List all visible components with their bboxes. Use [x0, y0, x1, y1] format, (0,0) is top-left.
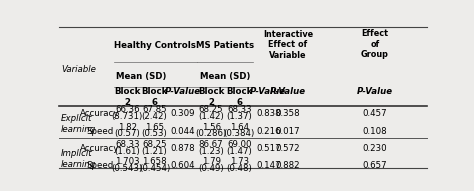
Text: 1.65: 1.65 — [145, 123, 164, 132]
Text: 0.878: 0.878 — [170, 144, 195, 153]
Text: (1.21): (1.21) — [142, 147, 167, 156]
Text: P-Value: P-Value — [250, 87, 286, 96]
Text: 1.64: 1.64 — [230, 123, 249, 132]
Text: (2.42): (2.42) — [142, 112, 167, 121]
Text: Block
6: Block 6 — [226, 87, 253, 107]
Text: 1.56: 1.56 — [201, 123, 221, 132]
Text: (0.543): (0.543) — [111, 164, 143, 173]
Text: (1.61): (1.61) — [114, 147, 140, 156]
Text: 1.82: 1.82 — [118, 123, 137, 132]
Text: Interactive
Effect of
Variable: Interactive Effect of Variable — [263, 30, 313, 60]
Text: Accuracy: Accuracy — [80, 144, 119, 153]
Text: 0.044: 0.044 — [170, 126, 195, 136]
Text: 1.658: 1.658 — [142, 157, 167, 166]
Text: 69.00: 69.00 — [227, 141, 252, 150]
Text: 0.604: 0.604 — [170, 161, 195, 170]
Text: MS Patients: MS Patients — [196, 41, 254, 50]
Text: (0.57): (0.57) — [114, 129, 140, 138]
Text: Implicit
learning: Implicit learning — [60, 149, 96, 169]
Text: 0.358: 0.358 — [276, 109, 301, 118]
Text: Mean (SD): Mean (SD) — [116, 72, 166, 81]
Text: (0.384): (0.384) — [224, 129, 255, 138]
Text: (0.48): (0.48) — [227, 164, 252, 173]
Text: (0.49): (0.49) — [198, 164, 224, 173]
Text: 0.230: 0.230 — [363, 144, 387, 153]
Text: 68.25: 68.25 — [199, 105, 223, 114]
Text: 0.108: 0.108 — [363, 126, 387, 136]
Text: Speed: Speed — [86, 161, 113, 170]
Text: 67.85: 67.85 — [142, 105, 167, 114]
Text: 1.703: 1.703 — [115, 157, 139, 166]
Text: 0.309: 0.309 — [170, 109, 195, 118]
Text: (1.37): (1.37) — [227, 112, 252, 121]
Text: 0.457: 0.457 — [363, 109, 387, 118]
Text: 1.73: 1.73 — [230, 157, 249, 166]
Text: Healthy Controls: Healthy Controls — [114, 41, 196, 50]
Text: (0.454): (0.454) — [139, 164, 170, 173]
Text: Accuracy: Accuracy — [80, 109, 119, 118]
Text: Explicit
learning: Explicit learning — [60, 114, 96, 134]
Text: (1.42): (1.42) — [198, 112, 224, 121]
Text: 0.657: 0.657 — [363, 161, 387, 170]
Text: 0.147: 0.147 — [256, 161, 281, 170]
Text: 0.838: 0.838 — [256, 109, 281, 118]
Text: Block
2: Block 2 — [114, 87, 140, 107]
Text: Speed: Speed — [86, 126, 113, 136]
Text: Variable: Variable — [61, 66, 96, 74]
Text: (1.23): (1.23) — [198, 147, 224, 156]
Text: 0.572: 0.572 — [276, 144, 301, 153]
Text: 66.36: 66.36 — [115, 105, 139, 114]
Text: 0.216: 0.216 — [256, 126, 281, 136]
Text: (0.53): (0.53) — [142, 129, 167, 138]
Text: 68.25: 68.25 — [142, 141, 167, 150]
Text: P-Value: P-Value — [357, 87, 393, 96]
Text: (1.47): (1.47) — [227, 147, 252, 156]
Text: Effect
of
Group: Effect of Group — [361, 29, 389, 59]
Text: 0.017: 0.017 — [276, 126, 301, 136]
Text: Block
6: Block 6 — [141, 87, 168, 107]
Text: P-Value: P-Value — [164, 87, 201, 96]
Text: 68.33: 68.33 — [227, 105, 252, 114]
Text: 0.517: 0.517 — [256, 144, 281, 153]
Text: Mean (SD): Mean (SD) — [200, 72, 250, 81]
Text: (0.286): (0.286) — [195, 129, 227, 138]
Text: 86.67: 86.67 — [199, 141, 223, 150]
Text: 68.33: 68.33 — [115, 141, 139, 150]
Text: 1.79: 1.79 — [201, 157, 221, 166]
Text: (3.731): (3.731) — [111, 112, 143, 121]
Text: P-Value: P-Value — [270, 87, 306, 96]
Text: Block
2: Block 2 — [198, 87, 224, 107]
Text: 0.882: 0.882 — [276, 161, 301, 170]
